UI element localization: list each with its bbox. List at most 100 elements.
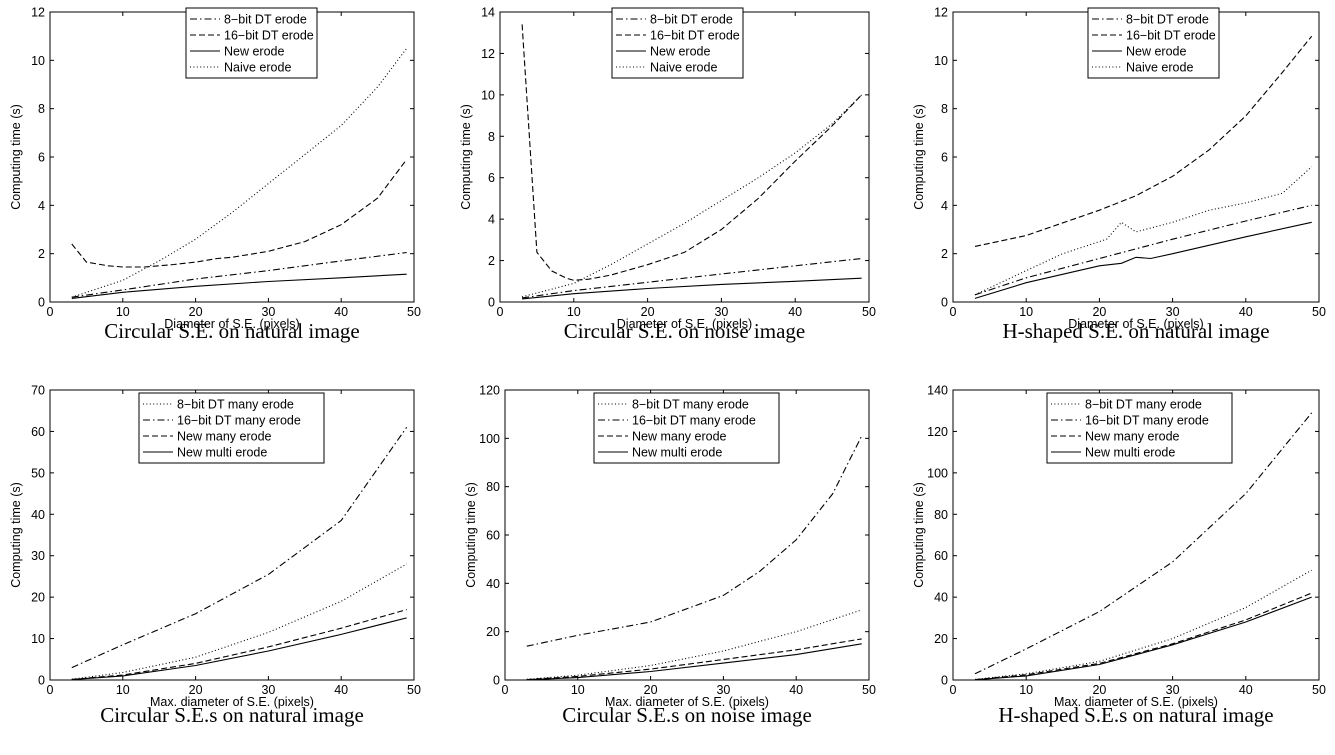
y-tick-label: 40 [934,591,948,605]
y-tick-label: 12 [481,47,495,61]
legend-entry: 16−bit DT many erode [632,414,756,428]
figure-caption: Circular S.E. on noise image [564,319,805,343]
figure-caption: H-shaped S.E.s on natural image [998,703,1273,727]
series-line-3 [974,221,1312,299]
legend-entry: New multi erode [1085,446,1175,460]
legend-entry: New many erode [632,430,727,444]
y-tick-label: 40 [486,577,500,591]
series-line-4 [521,94,862,298]
series-line-4 [526,643,862,681]
series-line-2 [71,159,408,268]
legend-box [138,392,325,464]
x-tick-label: 30 [716,683,730,697]
y-tick-label: 80 [934,508,948,522]
legend-entry: 16−bit DT erode [650,29,740,43]
y-tick-label: 2 [488,254,495,268]
chart-panel-3: 0 10 20 30 40 50 0 2 4 6 8 10 12 Diameter of S.E. (pi… [912,6,1326,344]
x-tick-label: 30 [261,683,275,697]
series-line-2 [974,35,1313,247]
chart-panel-5: 0 10 20 30 40 50 0 20 40 60 80 100 120 Max. diameter … [464,384,876,728]
legend-entry: 16−bit DT many erode [177,414,301,428]
series-line-1 [71,251,407,298]
x-tick-label: 20 [1092,305,1106,319]
y-tick-label: 40 [31,508,45,522]
series-line-1 [71,563,407,680]
y-tick-label: 2 [38,247,45,261]
x-tick-label: 20 [1092,683,1106,697]
legend-box [1046,392,1233,464]
legend-entry: 8−bit DT erode [1126,13,1209,27]
y-tick-label: 14 [481,6,495,20]
y-tick-label: 4 [488,213,495,227]
x-tick-label: 0 [950,305,957,319]
figure-caption: H-shaped S.E. on natural image [1002,319,1269,343]
x-tick-label: 0 [497,305,504,319]
y-tick-label: 8 [38,102,45,116]
legend-entry: 8−bit DT many erode [632,398,749,412]
legend-entry: 8−bit DT erode [224,13,307,27]
series-line-2 [526,435,863,647]
y-tick-label: 6 [38,151,45,165]
y-tick-label: 120 [927,425,948,439]
x-tick-label: 0 [502,683,509,697]
series-line-1 [522,257,862,299]
series-line-3 [522,277,862,300]
x-axis-label: Diameter of S.E. (pixels) [1068,317,1203,331]
y-axis-label: Computing time (s) [912,482,926,588]
chart-panel-1: 0 10 20 30 40 50 0 2 4 6 8 10 12 Diameter of S.E. (pi… [9,6,421,344]
y-tick-label: 30 [31,549,45,563]
y-tick-label: 20 [31,591,45,605]
x-tick-label: 10 [571,683,585,697]
series-line-4 [71,47,408,298]
figure-caption: Circular S.E.s on noise image [562,703,812,727]
x-axis-label: Max. diameter of S.E. (pixels) [150,695,314,709]
y-tick-label: 0 [941,296,948,310]
legend-box [611,7,744,79]
legend-entry: Naive erode [650,61,717,75]
series-line-4 [974,596,1312,681]
x-axis-label: Max. diameter of S.E. (pixels) [605,695,769,709]
y-tick-label: 8 [941,102,948,116]
legend-box [1087,7,1220,79]
figure-caption: Circular S.E. on natural image [104,319,359,343]
y-tick-label: 20 [934,632,948,646]
y-tick-label: 6 [941,151,948,165]
y-tick-label: 10 [31,632,45,646]
y-tick-label: 60 [486,529,500,543]
series-line-4 [974,166,1313,296]
x-tick-label: 50 [1312,683,1326,697]
y-tick-label: 12 [934,6,948,20]
series-line-1 [974,569,1312,680]
y-tick-label: 10 [481,88,495,102]
legend-entry: New erode [1126,45,1186,59]
legend-entry: 16−bit DT erode [224,29,314,43]
y-axis-label: Computing time (s) [9,104,23,210]
x-tick-label: 40 [334,305,348,319]
y-tick-label: 6 [488,171,495,185]
x-tick-label: 0 [47,683,54,697]
x-tick-label: 10 [567,305,581,319]
x-tick-label: 20 [189,683,203,697]
y-tick-label: 70 [31,384,45,398]
legend-entry: Naive erode [1126,61,1193,75]
x-tick-label: 20 [644,683,658,697]
x-tick-label: 50 [407,305,421,319]
y-tick-label: 0 [488,296,495,310]
series-line-2 [521,24,862,281]
y-tick-label: 50 [31,466,45,480]
x-tick-label: 0 [950,683,957,697]
legend-entry: New multi erode [177,446,267,460]
y-tick-label: 10 [31,54,45,68]
y-tick-label: 4 [941,199,948,213]
series-line-2 [71,426,408,669]
y-tick-label: 120 [479,384,500,398]
legend-entry: 16−bit DT erode [1126,29,1216,43]
x-tick-label: 50 [862,305,876,319]
plot-area-frame [49,389,415,681]
plot-area-frame [952,389,1320,681]
legend-box [185,7,318,79]
legend-entry: New erode [650,45,710,59]
x-tick-label: 10 [1019,305,1033,319]
series-line-4 [71,617,407,681]
legend-entry: 8−bit DT many erode [1085,398,1202,412]
